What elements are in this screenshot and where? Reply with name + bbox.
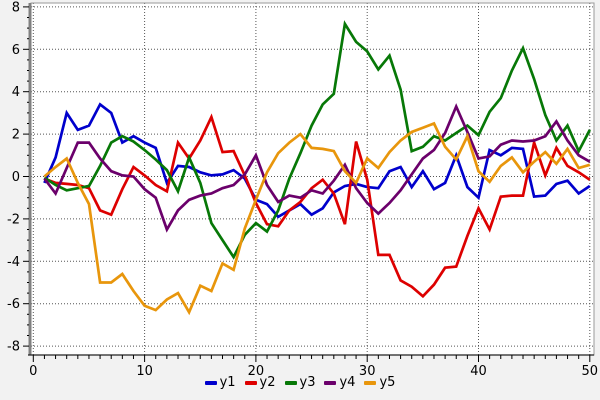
legend-item-y4: y4 xyxy=(324,376,355,389)
svg-text:0: 0 xyxy=(29,364,37,379)
legend-swatch-y4 xyxy=(324,380,337,385)
y-axis-tick-labels: -8 -6 -4 -2 0 2 4 6 8 xyxy=(7,0,20,354)
legend-label: y1 xyxy=(219,375,236,390)
legend-swatch-y2 xyxy=(244,380,257,385)
series-line-y3 xyxy=(43,20,591,260)
svg-text:4: 4 xyxy=(12,85,20,100)
x-axis-tick-labels: 0 10 20 30 40 50 xyxy=(29,364,598,379)
svg-text:2: 2 xyxy=(12,128,20,143)
x-axis-ticks xyxy=(32,355,591,362)
legend-swatch-y1 xyxy=(204,380,217,385)
svg-text:-6: -6 xyxy=(7,297,20,312)
svg-text:-2: -2 xyxy=(7,212,20,227)
legend-label: y2 xyxy=(259,375,276,390)
legend-swatch-y5 xyxy=(364,380,377,385)
plot-area xyxy=(31,3,594,355)
legend-label: y4 xyxy=(339,375,356,390)
svg-text:50: 50 xyxy=(582,364,599,379)
legend-swatch-y3 xyxy=(284,380,297,385)
svg-text:0: 0 xyxy=(12,170,20,185)
series-line-y2 xyxy=(43,113,591,299)
legend-label: y3 xyxy=(299,375,316,390)
series-line-y1 xyxy=(43,102,591,219)
y-axis-ticks xyxy=(23,6,29,347)
svg-text:40: 40 xyxy=(470,364,487,379)
legend-item-y3: y3 xyxy=(284,375,316,390)
svg-text:6: 6 xyxy=(12,43,20,58)
svg-text:-4: -4 xyxy=(7,255,20,270)
svg-text:20: 20 xyxy=(248,364,265,379)
legend-item-y5: y5 xyxy=(364,376,395,389)
svg-text:30: 30 xyxy=(359,364,376,379)
y-axis-bar xyxy=(28,3,32,355)
svg-text:10: 10 xyxy=(136,364,153,379)
svg-text:8: 8 xyxy=(12,0,20,15)
chart-legend: y1 y2 y3 y4 y5 xyxy=(0,376,600,389)
legend-item-y1: y1 xyxy=(204,375,236,390)
series-line-y4 xyxy=(43,103,591,233)
legend-label: y5 xyxy=(379,375,396,390)
svg-text:-8: -8 xyxy=(7,340,20,355)
series-line-y5 xyxy=(43,121,591,316)
legend-item-y2: y2 xyxy=(244,375,276,390)
